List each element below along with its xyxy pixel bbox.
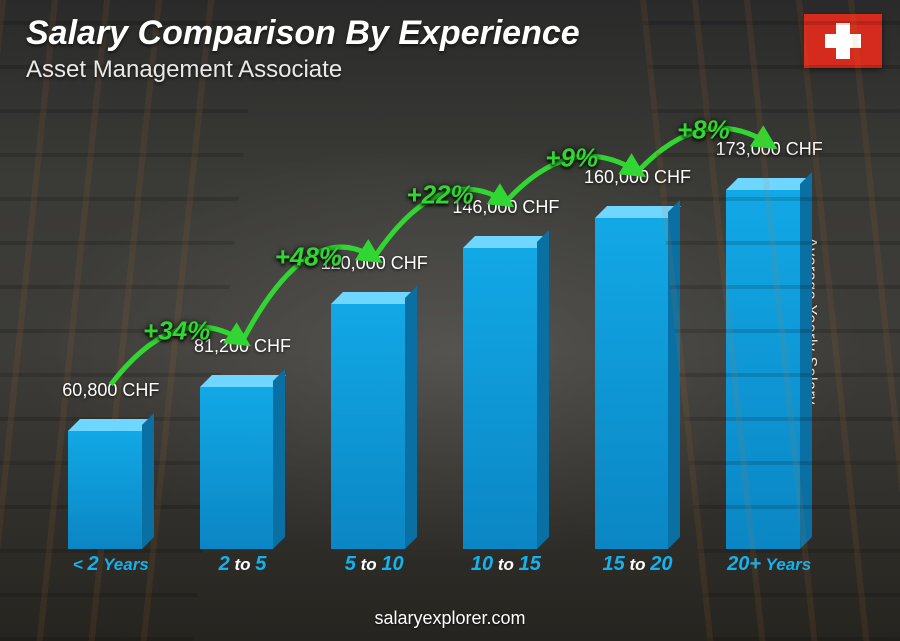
bar-value-label: 60,800 CHF: [62, 380, 159, 401]
page-title: Salary Comparison By Experience: [26, 14, 580, 53]
x-label-5: 20+ Years: [718, 553, 820, 583]
delta-label-3: +9%: [545, 143, 598, 174]
bar-shape: [68, 419, 154, 549]
footer-credit: salaryexplorer.com: [0, 608, 900, 629]
bar-5: 173,000 CHF: [718, 120, 820, 549]
salary-bar-chart: 60,800 CHF81,200 CHF120,000 CHF146,000 C…: [60, 120, 820, 583]
page-subtitle: Asset Management Associate: [26, 56, 342, 84]
x-axis-labels: < 2 Years 2 to 5 5 to 10 10 to 15 15 to 20 20…: [60, 553, 820, 583]
delta-label-1: +48%: [275, 242, 342, 273]
delta-label-4: +8%: [677, 114, 730, 145]
bar-shape: [463, 236, 549, 549]
x-label-2: 5 to 10: [323, 553, 425, 583]
bar-shape: [726, 178, 812, 549]
x-label-3: 10 to 15: [455, 553, 557, 583]
switzerland-flag-icon: [804, 14, 882, 68]
bar-shape: [200, 375, 286, 549]
x-label-1: 2 to 5: [192, 553, 294, 583]
infographic-stage: Salary Comparison By Experience Asset Ma…: [0, 0, 900, 641]
x-label-0: < 2 Years: [60, 553, 162, 583]
delta-arc-4: [638, 128, 770, 172]
x-label-4: 15 to 20: [587, 553, 689, 583]
delta-label-2: +22%: [406, 179, 473, 210]
delta-label-0: +34%: [143, 315, 210, 346]
bar-shape: [595, 206, 681, 549]
bar-4: 160,000 CHF: [587, 120, 689, 549]
bar-value-label: 173,000 CHF: [716, 139, 823, 160]
y-axis-label: Average Yearly Salary: [801, 237, 819, 405]
bar-shape: [331, 292, 417, 549]
bar-value-label: 160,000 CHF: [584, 167, 691, 188]
